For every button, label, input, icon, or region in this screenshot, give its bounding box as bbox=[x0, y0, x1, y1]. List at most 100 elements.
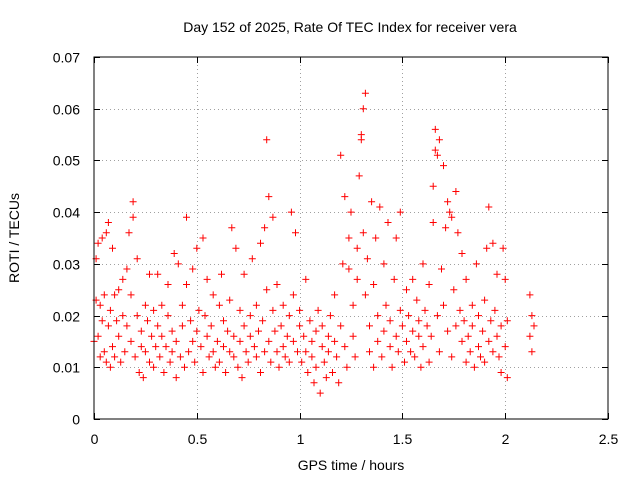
data-point bbox=[464, 332, 472, 340]
data-point bbox=[530, 322, 538, 330]
data-point bbox=[411, 353, 419, 361]
data-point bbox=[123, 265, 131, 273]
data-point bbox=[425, 358, 433, 366]
data-point bbox=[158, 332, 166, 340]
data-point bbox=[178, 301, 186, 309]
data-point bbox=[359, 229, 367, 237]
data-point bbox=[203, 275, 211, 283]
data-point bbox=[220, 343, 227, 351]
data-point bbox=[146, 358, 153, 366]
data-point bbox=[386, 343, 394, 351]
data-point bbox=[341, 343, 349, 351]
data-point bbox=[162, 343, 170, 351]
data-point bbox=[185, 348, 193, 356]
data-point bbox=[230, 332, 238, 340]
data-point bbox=[289, 337, 297, 345]
data-point bbox=[218, 270, 225, 278]
data-point bbox=[450, 286, 458, 294]
data-point bbox=[349, 301, 357, 309]
data-point bbox=[244, 358, 252, 366]
data-point bbox=[193, 327, 201, 335]
data-point bbox=[444, 198, 452, 206]
data-point bbox=[109, 244, 116, 252]
data-point bbox=[403, 337, 410, 345]
data-point bbox=[363, 255, 371, 263]
data-point bbox=[152, 343, 160, 351]
data-point bbox=[351, 353, 359, 361]
data-point bbox=[106, 306, 114, 314]
data-point bbox=[409, 275, 417, 283]
data-point bbox=[493, 270, 501, 278]
data-point bbox=[407, 348, 415, 356]
data-point bbox=[394, 348, 402, 356]
data-point bbox=[257, 369, 264, 376]
data-point bbox=[380, 260, 388, 268]
data-point bbox=[102, 229, 110, 237]
data-point bbox=[318, 343, 326, 351]
data-point bbox=[361, 291, 369, 299]
data-point bbox=[374, 337, 382, 345]
data-point bbox=[168, 327, 176, 335]
data-point bbox=[106, 363, 114, 371]
data-point bbox=[495, 353, 503, 361]
data-point bbox=[353, 275, 361, 283]
data-point bbox=[326, 312, 334, 320]
data-point bbox=[300, 332, 308, 340]
data-point bbox=[322, 374, 330, 382]
data-point bbox=[296, 322, 304, 330]
data-point bbox=[456, 306, 464, 314]
data-point bbox=[376, 203, 384, 211]
data-point bbox=[259, 317, 267, 325]
data-point bbox=[339, 260, 347, 268]
y-tick-label: 0.07 bbox=[53, 50, 80, 66]
data-point bbox=[390, 275, 398, 283]
data-point bbox=[269, 306, 277, 314]
data-point bbox=[347, 208, 355, 216]
data-point bbox=[115, 332, 123, 340]
data-point bbox=[497, 322, 505, 330]
data-point bbox=[267, 358, 275, 366]
data-point bbox=[433, 312, 441, 320]
data-point bbox=[378, 353, 386, 361]
data-point bbox=[526, 332, 534, 340]
data-point bbox=[189, 337, 197, 345]
data-point bbox=[353, 244, 361, 252]
data-point bbox=[240, 322, 248, 330]
data-point bbox=[470, 363, 478, 371]
data-point bbox=[370, 281, 378, 288]
data-point bbox=[197, 343, 205, 351]
data-point bbox=[273, 348, 281, 356]
data-point bbox=[331, 337, 339, 345]
data-point bbox=[181, 363, 188, 371]
data-point bbox=[226, 348, 234, 356]
data-point bbox=[357, 131, 365, 139]
data-point bbox=[483, 244, 491, 252]
data-point bbox=[215, 358, 223, 366]
data-point bbox=[489, 348, 497, 356]
axes: 0 0.5 1 1.5 2 2.5 0 0.01 0.02 0.03 0.04 0.05 0.06 0.0… bbox=[53, 50, 619, 448]
data-point bbox=[265, 337, 273, 345]
data-point bbox=[174, 260, 182, 268]
data-point bbox=[255, 327, 262, 335]
data-point bbox=[123, 322, 131, 330]
data-point bbox=[312, 363, 320, 371]
data-point bbox=[201, 312, 209, 320]
data-point bbox=[306, 317, 314, 325]
data-point bbox=[236, 337, 244, 345]
data-point bbox=[503, 374, 511, 382]
data-point bbox=[193, 244, 201, 252]
data-point bbox=[287, 208, 295, 216]
data-point bbox=[154, 270, 162, 278]
data-point bbox=[398, 322, 406, 330]
data-point bbox=[146, 270, 153, 278]
data-point bbox=[113, 317, 121, 325]
data-point bbox=[240, 270, 248, 278]
data-point bbox=[401, 358, 408, 366]
y-tick-label: 0.01 bbox=[53, 360, 80, 376]
data-point bbox=[444, 327, 452, 335]
data-point bbox=[359, 105, 367, 113]
data-point bbox=[224, 327, 232, 335]
data-point bbox=[279, 301, 287, 309]
data-points bbox=[90, 89, 538, 397]
